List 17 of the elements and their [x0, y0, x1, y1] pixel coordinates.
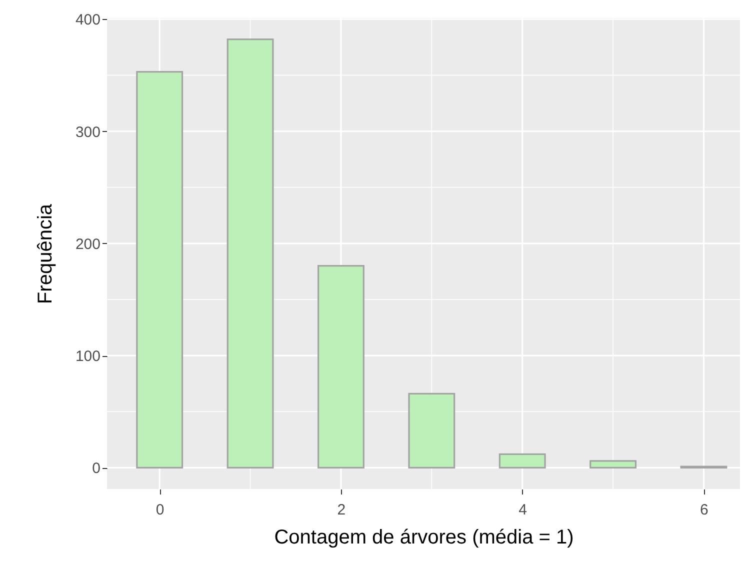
x-axis-title: Contagem de árvores (média = 1): [274, 526, 574, 548]
y-tick-label: 200: [75, 236, 100, 253]
bar: [226, 38, 274, 468]
x-tick-label: 0: [156, 502, 164, 518]
y-tick-label: 300: [75, 124, 100, 141]
x-tick-label: 2: [337, 502, 346, 518]
bar: [318, 265, 364, 468]
bar: [408, 392, 456, 468]
x-tick-label: 6: [700, 502, 708, 518]
y-axis-title: Frequência: [34, 203, 56, 304]
x-tick-label: 4: [518, 502, 528, 518]
y-tick-label: 100: [75, 348, 100, 366]
y-tick-label: 400: [75, 12, 100, 29]
y-tick-label: 0: [92, 460, 100, 478]
bar: [590, 460, 637, 468]
bar: [136, 71, 184, 468]
bar: [498, 453, 546, 468]
